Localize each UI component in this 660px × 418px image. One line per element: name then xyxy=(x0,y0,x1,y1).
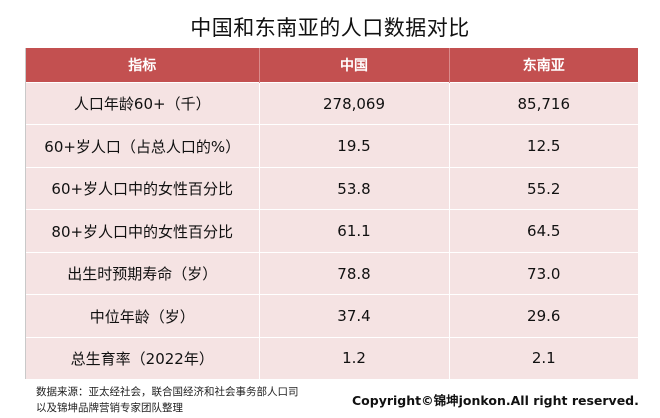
row-label: 80+岁人口中的女性百分比 xyxy=(26,209,260,253)
source-footnote: 数据来源：亚太经社会，联合国经济和社会事务部人口司 以及锦坤品牌营销专家团队整理 xyxy=(36,384,299,416)
china-value: 53.8 xyxy=(259,166,450,210)
row-label: 人口年龄60+（千） xyxy=(26,81,260,125)
table-header-row: 指标 中国 东南亚 xyxy=(26,48,638,83)
row-label: 60+岁人口中的女性百分比 xyxy=(26,166,260,210)
row-label: 总生育率（2022年） xyxy=(26,336,260,379)
table-row: 中位年龄（岁） 37.4 29.6 xyxy=(26,294,638,338)
china-value: 78.8 xyxy=(259,251,450,295)
table-row: 60+岁人口（占总人口的%） 19.5 12.5 xyxy=(26,124,638,168)
comparison-table-container: 指标 中国 东南亚 人口年龄60+（千） 278,069 85,716 60+岁… xyxy=(25,48,638,379)
copyright-notice: Copyright©锦坤jonkon.All right reserved. xyxy=(352,393,639,408)
header-southeast-asia: 东南亚 xyxy=(449,48,638,83)
row-label: 出生时预期寿命（岁） xyxy=(26,251,260,295)
southeast-asia-value: 2.1 xyxy=(449,336,638,379)
southeast-asia-value: 29.6 xyxy=(449,294,638,338)
china-value: 61.1 xyxy=(259,209,450,253)
southeast-asia-value: 12.5 xyxy=(449,124,638,168)
page-title: 中国和东南亚的人口数据对比 xyxy=(190,16,470,40)
header-indicator: 指标 xyxy=(26,48,260,83)
china-value: 37.4 xyxy=(259,294,450,338)
row-label: 60+岁人口（占总人口的%） xyxy=(26,124,260,168)
table-row: 总生育率（2022年） 1.2 2.1 xyxy=(26,336,638,379)
table-row: 人口年龄60+（千） 278,069 85,716 xyxy=(26,81,638,125)
table-row: 出生时预期寿命（岁） 78.8 73.0 xyxy=(26,251,638,295)
footnote-line-1: 数据来源：亚太经社会，联合国经济和社会事务部人口司 xyxy=(36,386,299,398)
table-row: 80+岁人口中的女性百分比 61.1 64.5 xyxy=(26,209,638,253)
header-china: 中国 xyxy=(259,48,450,83)
southeast-asia-value: 73.0 xyxy=(449,251,638,295)
china-value: 1.2 xyxy=(259,336,450,379)
southeast-asia-value: 64.5 xyxy=(449,209,638,253)
footnote-line-2: 以及锦坤品牌营销专家团队整理 xyxy=(36,402,183,414)
comparison-table: 指标 中国 东南亚 人口年龄60+（千） 278,069 85,716 60+岁… xyxy=(26,48,638,379)
row-label: 中位年龄（岁） xyxy=(26,294,260,338)
china-value: 19.5 xyxy=(259,124,450,168)
southeast-asia-value: 55.2 xyxy=(449,166,638,210)
table-row: 60+岁人口中的女性百分比 53.8 55.2 xyxy=(26,166,638,210)
southeast-asia-value: 85,716 xyxy=(449,81,638,125)
china-value: 278,069 xyxy=(259,81,450,125)
